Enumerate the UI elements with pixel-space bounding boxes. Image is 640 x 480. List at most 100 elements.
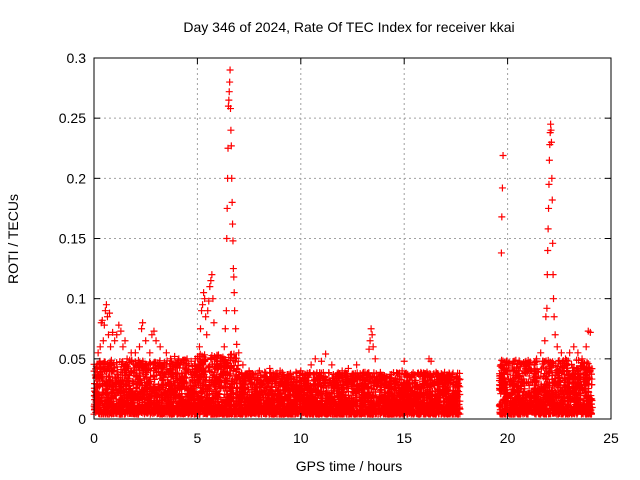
- band-point: [174, 356, 182, 364]
- band-point: [166, 403, 174, 411]
- band-point: [114, 374, 122, 382]
- band-point: [160, 402, 168, 410]
- band-point: [185, 399, 193, 407]
- band-point: [178, 377, 186, 385]
- band-point: [134, 376, 142, 384]
- band-point: [109, 406, 117, 414]
- band-point: [114, 389, 122, 397]
- band-point: [115, 399, 123, 407]
- band-point: [174, 385, 182, 393]
- band-point: [173, 369, 181, 377]
- band-point: [108, 409, 116, 417]
- band-point: [95, 391, 103, 399]
- band-point: [180, 364, 188, 372]
- band-point: [214, 352, 222, 360]
- band-point: [139, 358, 147, 366]
- band-point: [157, 410, 165, 418]
- band-point: [145, 364, 153, 372]
- band-point: [104, 364, 112, 372]
- band-point: [144, 403, 152, 411]
- band-point: [174, 370, 182, 378]
- band-point: [218, 369, 226, 377]
- band-point: [108, 388, 116, 396]
- band-point: [130, 364, 138, 372]
- band-point: [164, 393, 172, 401]
- band-point: [135, 380, 143, 388]
- band-point: [173, 410, 181, 418]
- band-point: [150, 383, 158, 391]
- band-point: [151, 359, 159, 367]
- band-point: [140, 387, 148, 395]
- band-point: [168, 366, 176, 374]
- band-point: [121, 367, 129, 375]
- band-point: [95, 382, 103, 390]
- band-point: [161, 380, 169, 388]
- band-point: [188, 406, 196, 414]
- band-point: [107, 400, 115, 408]
- band-point: [128, 409, 136, 417]
- band-point: [187, 371, 195, 379]
- band-point: [107, 389, 115, 397]
- band-point: [178, 403, 186, 411]
- band-point: [179, 406, 187, 414]
- band-point: [159, 376, 167, 384]
- band-point: [182, 356, 190, 364]
- band-point: [169, 398, 177, 406]
- band-point: [182, 408, 190, 416]
- band-point: [149, 406, 157, 414]
- band-point: [94, 390, 102, 398]
- band-point: [176, 375, 184, 383]
- band-point: [188, 363, 196, 371]
- band-point: [104, 386, 112, 394]
- band-point: [191, 388, 199, 396]
- band-point: [122, 362, 130, 370]
- band-point: [217, 385, 225, 393]
- band-point: [158, 398, 166, 406]
- band-point: [187, 385, 195, 393]
- band-point: [171, 405, 179, 413]
- band-point: [100, 401, 108, 409]
- band-point: [111, 364, 119, 372]
- band-point: [146, 391, 154, 399]
- band-point: [153, 396, 161, 404]
- band-point: [145, 396, 153, 404]
- band-point: [166, 380, 174, 388]
- band-point: [122, 408, 130, 416]
- band-point: [175, 409, 183, 417]
- band-point: [187, 402, 195, 410]
- band-point: [128, 356, 136, 364]
- band-point: [97, 397, 105, 405]
- band-point: [123, 400, 131, 408]
- band-point: [118, 358, 126, 366]
- band-point: [182, 367, 190, 375]
- band-point: [161, 388, 169, 396]
- band-point: [93, 402, 101, 410]
- band-point: [137, 409, 145, 417]
- band-point: [161, 370, 169, 378]
- band-point: [122, 386, 130, 394]
- band-point: [139, 389, 147, 397]
- band-point: [134, 356, 142, 364]
- band-point: [101, 380, 109, 388]
- band-point: [105, 376, 113, 384]
- band-point: [137, 362, 145, 370]
- band-point: [144, 378, 152, 386]
- band-point: [168, 399, 176, 407]
- band-point: [98, 375, 106, 383]
- band-point: [114, 407, 122, 415]
- data-points: [90, 66, 596, 418]
- band-point: [128, 401, 136, 409]
- band-point: [130, 369, 138, 377]
- band-point: [134, 407, 142, 415]
- band-point: [155, 380, 163, 388]
- band-point: [123, 377, 131, 385]
- band-point: [143, 374, 151, 382]
- band-point: [191, 370, 199, 378]
- band-point: [111, 380, 119, 388]
- band-point: [119, 381, 127, 389]
- band-point: [95, 408, 103, 416]
- band-point: [180, 382, 188, 390]
- band-point: [107, 358, 115, 366]
- band-point: [141, 371, 149, 379]
